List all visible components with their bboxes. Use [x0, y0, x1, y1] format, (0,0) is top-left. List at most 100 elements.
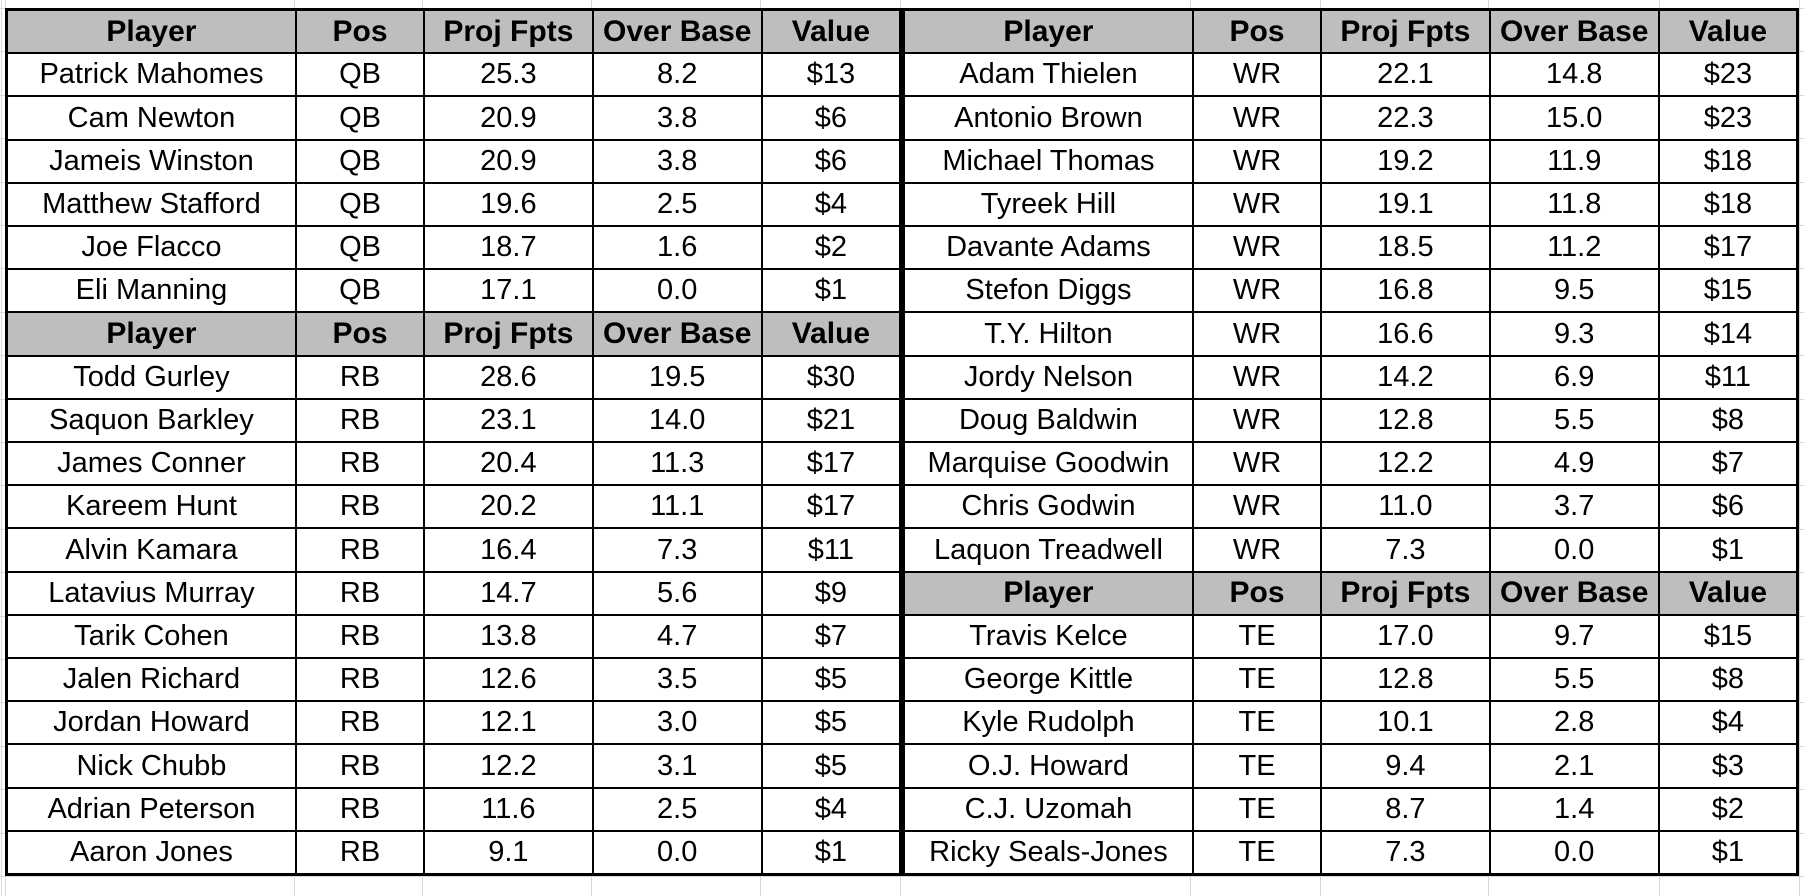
cell-player[interactable]: Cam Newton: [8, 97, 295, 139]
cell-proj-fpts[interactable]: 12.8: [1320, 399, 1489, 442]
cell-value[interactable]: $11: [1657, 356, 1796, 398]
cell-over-base[interactable]: 0.0: [1488, 529, 1658, 571]
cell-value[interactable]: $6: [760, 97, 899, 139]
header-cell-pos[interactable]: Pos: [294, 11, 424, 53]
cell-value[interactable]: $17: [760, 486, 899, 528]
cell-player[interactable]: Jordan Howard: [8, 702, 295, 744]
header-cell-value[interactable]: Value: [1657, 572, 1796, 614]
cell-value[interactable]: $2: [1657, 788, 1796, 830]
cell-value[interactable]: $21: [760, 399, 899, 442]
cell-value[interactable]: $3: [1657, 745, 1796, 787]
cell-player[interactable]: Chris Godwin: [905, 486, 1192, 528]
cell-player[interactable]: Laquon Treadwell: [905, 529, 1192, 571]
cell-pos[interactable]: WR: [1191, 227, 1321, 269]
cell-player[interactable]: Ricky Seals-Jones: [905, 831, 1192, 874]
cell-pos[interactable]: QB: [294, 54, 424, 96]
cell-player[interactable]: C.J. Uzomah: [905, 788, 1192, 830]
cell-pos[interactable]: WR: [1191, 140, 1321, 182]
cell-proj-fpts[interactable]: 12.2: [1320, 443, 1489, 485]
cell-proj-fpts[interactable]: 22.3: [1320, 97, 1489, 139]
cell-pos[interactable]: RB: [294, 659, 424, 701]
cell-pos[interactable]: WR: [1191, 313, 1321, 355]
cell-pos[interactable]: QB: [294, 183, 424, 226]
cell-value[interactable]: $1: [760, 831, 899, 874]
cell-over-base[interactable]: 0.0: [1488, 831, 1658, 874]
cell-player[interactable]: Stefon Diggs: [905, 270, 1192, 312]
cell-value[interactable]: $15: [1657, 270, 1796, 312]
cell-value[interactable]: $5: [760, 702, 899, 744]
cell-over-base[interactable]: 9.7: [1488, 615, 1658, 658]
cell-player[interactable]: Adam Thielen: [905, 54, 1192, 96]
cell-over-base[interactable]: 3.1: [591, 745, 761, 787]
cell-over-base[interactable]: 5.5: [1488, 399, 1658, 442]
cell-pos[interactable]: TE: [1191, 788, 1321, 830]
cell-player[interactable]: Adrian Peterson: [8, 788, 295, 830]
cell-value[interactable]: $5: [760, 745, 899, 787]
cell-pos[interactable]: WR: [1191, 97, 1321, 139]
cell-over-base[interactable]: 4.9: [1488, 443, 1658, 485]
cell-proj-fpts[interactable]: 17.0: [1320, 615, 1489, 658]
cell-pos[interactable]: WR: [1191, 399, 1321, 442]
cell-value[interactable]: $13: [760, 54, 899, 96]
header-cell-player[interactable]: Player: [8, 11, 295, 53]
cell-value[interactable]: $8: [1657, 399, 1796, 442]
cell-proj-fpts[interactable]: 28.6: [423, 356, 592, 398]
cell-player[interactable]: George Kittle: [905, 659, 1192, 701]
cell-player[interactable]: Michael Thomas: [905, 140, 1192, 182]
cell-proj-fpts[interactable]: 19.6: [423, 183, 592, 226]
cell-player[interactable]: Tarik Cohen: [8, 615, 295, 658]
cell-pos[interactable]: WR: [1191, 270, 1321, 312]
cell-value[interactable]: $18: [1657, 140, 1796, 182]
cell-value[interactable]: $14: [1657, 313, 1796, 355]
cell-player[interactable]: James Conner: [8, 443, 295, 485]
cell-player[interactable]: Tyreek Hill: [905, 183, 1192, 226]
cell-over-base[interactable]: 11.2: [1488, 227, 1658, 269]
cell-over-base[interactable]: 3.0: [591, 702, 761, 744]
cell-proj-fpts[interactable]: 12.2: [423, 745, 592, 787]
cell-proj-fpts[interactable]: 12.1: [423, 702, 592, 744]
cell-proj-fpts[interactable]: 16.6: [1320, 313, 1489, 355]
cell-over-base[interactable]: 7.3: [591, 529, 761, 571]
cell-pos[interactable]: RB: [294, 745, 424, 787]
header-cell-proj-fpts[interactable]: Proj Fpts: [423, 313, 592, 355]
cell-proj-fpts[interactable]: 18.5: [1320, 227, 1489, 269]
cell-over-base[interactable]: 5.5: [1488, 659, 1658, 701]
cell-over-base[interactable]: 2.8: [1488, 702, 1658, 744]
cell-over-base[interactable]: 15.0: [1488, 97, 1658, 139]
cell-value[interactable]: $23: [1657, 54, 1796, 96]
cell-value[interactable]: $8: [1657, 659, 1796, 701]
cell-value[interactable]: $4: [760, 183, 899, 226]
cell-value[interactable]: $18: [1657, 183, 1796, 226]
cell-pos[interactable]: RB: [294, 702, 424, 744]
cell-pos[interactable]: RB: [294, 831, 424, 874]
cell-pos[interactable]: WR: [1191, 443, 1321, 485]
cell-proj-fpts[interactable]: 16.8: [1320, 270, 1489, 312]
cell-over-base[interactable]: 8.2: [591, 54, 761, 96]
cell-player[interactable]: Travis Kelce: [905, 615, 1192, 658]
cell-value[interactable]: $4: [1657, 702, 1796, 744]
cell-pos[interactable]: TE: [1191, 659, 1321, 701]
header-cell-value[interactable]: Value: [760, 313, 899, 355]
cell-over-base[interactable]: 14.8: [1488, 54, 1658, 96]
cell-proj-fpts[interactable]: 12.8: [1320, 659, 1489, 701]
cell-over-base[interactable]: 11.1: [591, 486, 761, 528]
cell-over-base[interactable]: 11.3: [591, 443, 761, 485]
cell-pos[interactable]: TE: [1191, 745, 1321, 787]
cell-value[interactable]: $2: [760, 227, 899, 269]
cell-over-base[interactable]: 2.5: [591, 183, 761, 226]
cell-proj-fpts[interactable]: 16.4: [423, 529, 592, 571]
cell-proj-fpts[interactable]: 11.0: [1320, 486, 1489, 528]
cell-proj-fpts[interactable]: 20.9: [423, 140, 592, 182]
cell-proj-fpts[interactable]: 19.2: [1320, 140, 1489, 182]
cell-proj-fpts[interactable]: 8.7: [1320, 788, 1489, 830]
cell-value[interactable]: $15: [1657, 615, 1796, 658]
cell-over-base[interactable]: 9.5: [1488, 270, 1658, 312]
header-cell-over-base[interactable]: Over Base: [1488, 572, 1658, 614]
cell-proj-fpts[interactable]: 19.1: [1320, 183, 1489, 226]
header-cell-value[interactable]: Value: [760, 11, 899, 53]
cell-pos[interactable]: RB: [294, 788, 424, 830]
cell-pos[interactable]: WR: [1191, 529, 1321, 571]
cell-over-base[interactable]: 6.9: [1488, 356, 1658, 398]
cell-over-base[interactable]: 19.5: [591, 356, 761, 398]
cell-player[interactable]: Latavius Murray: [8, 572, 295, 614]
